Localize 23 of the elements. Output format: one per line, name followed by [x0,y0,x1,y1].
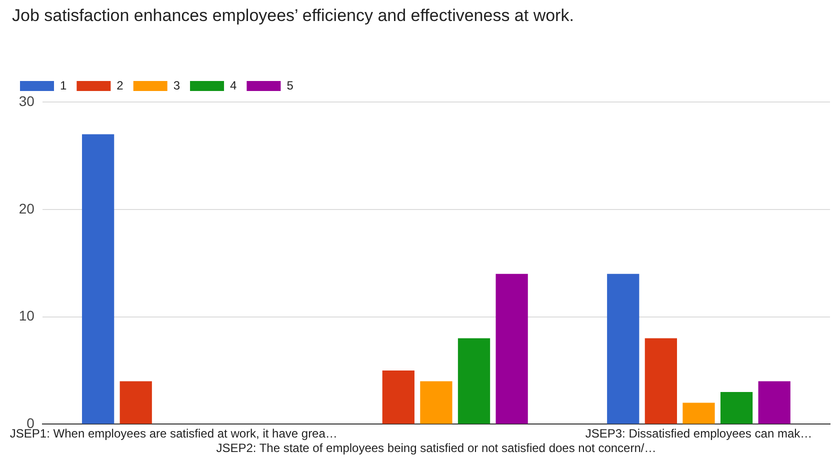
legend-label: 4 [230,78,238,92]
legend-label: 2 [116,78,124,92]
x-tick-label: JSEP3: Dissatisfied employees can mak… [585,426,812,441]
bar [720,392,753,424]
bar [120,381,152,424]
chart-title: Job satisfaction enhances employees’ efficiency and effectiveness at work. [12,6,574,26]
bar [496,274,528,424]
bar [82,134,114,424]
bar [682,402,715,424]
y-tick-label: 10 [18,308,35,324]
y-tick-label: 30 [18,92,35,109]
legend-label: 5 [286,78,294,92]
bar [644,338,677,424]
bar [607,274,640,424]
bar [382,370,414,424]
x-tick-label: JSEP1: When employees are satisfied at work, it have grea… [10,426,338,441]
legend-label: 1 [60,78,67,92]
bar [758,381,790,424]
bar [420,381,452,424]
bar [458,338,490,424]
x-tick-label: JSEP2: The state of employees being satisfied or not satisfied does not concern/… [216,441,656,456]
legend-label: 3 [173,78,180,92]
y-tick-label: 20 [18,200,35,216]
